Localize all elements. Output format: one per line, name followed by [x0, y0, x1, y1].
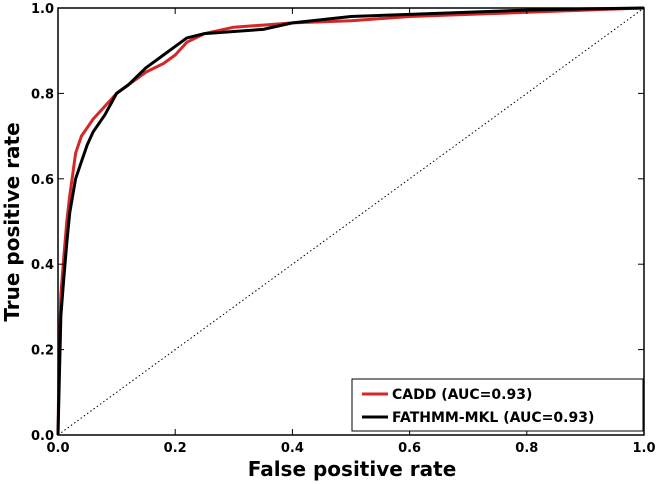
chance-diagonal-line: [57, 7, 645, 436]
legend-label-cadd: CADD (AUC=0.93): [392, 387, 532, 403]
series-line-1: [56, 6, 645, 436]
legend-label-fathmm: FATHMM-MKL (AUC=0.93): [392, 410, 594, 426]
y-tick-label: 1.0: [31, 2, 54, 17]
x-tick-label: 1.0: [632, 441, 655, 456]
axes: 0.0 0.2 0.4 0.6 0.8 1.0 0.0 0.2 0.4 0.6 0.8 1.0: [31, 2, 656, 456]
y-tick-label: 0.4: [31, 258, 54, 273]
plot-frame: [57, 7, 645, 436]
y-tick-label: 0.8: [31, 87, 54, 102]
series-line-0: [56, 6, 645, 436]
x-axis-label: False positive rate: [248, 457, 457, 481]
plot-area: [56, 6, 645, 436]
x-tick-label: 0.6: [398, 441, 421, 456]
legend: CADD (AUC=0.93) FATHMM-MKL (AUC=0.93): [351, 378, 644, 432]
y-tick-label: 0.0: [31, 429, 54, 444]
y-tick-label: 0.6: [31, 173, 54, 188]
y-axis-label: True positive rate: [0, 122, 24, 321]
x-tick-label: 0.4: [281, 441, 304, 456]
x-tick-label: 0.8: [515, 441, 538, 456]
x-tick-label: 0.2: [164, 441, 187, 456]
legend-box: [351, 378, 644, 432]
x-tick-label: 0.0: [46, 441, 69, 456]
y-tick-label: 0.2: [31, 344, 54, 359]
